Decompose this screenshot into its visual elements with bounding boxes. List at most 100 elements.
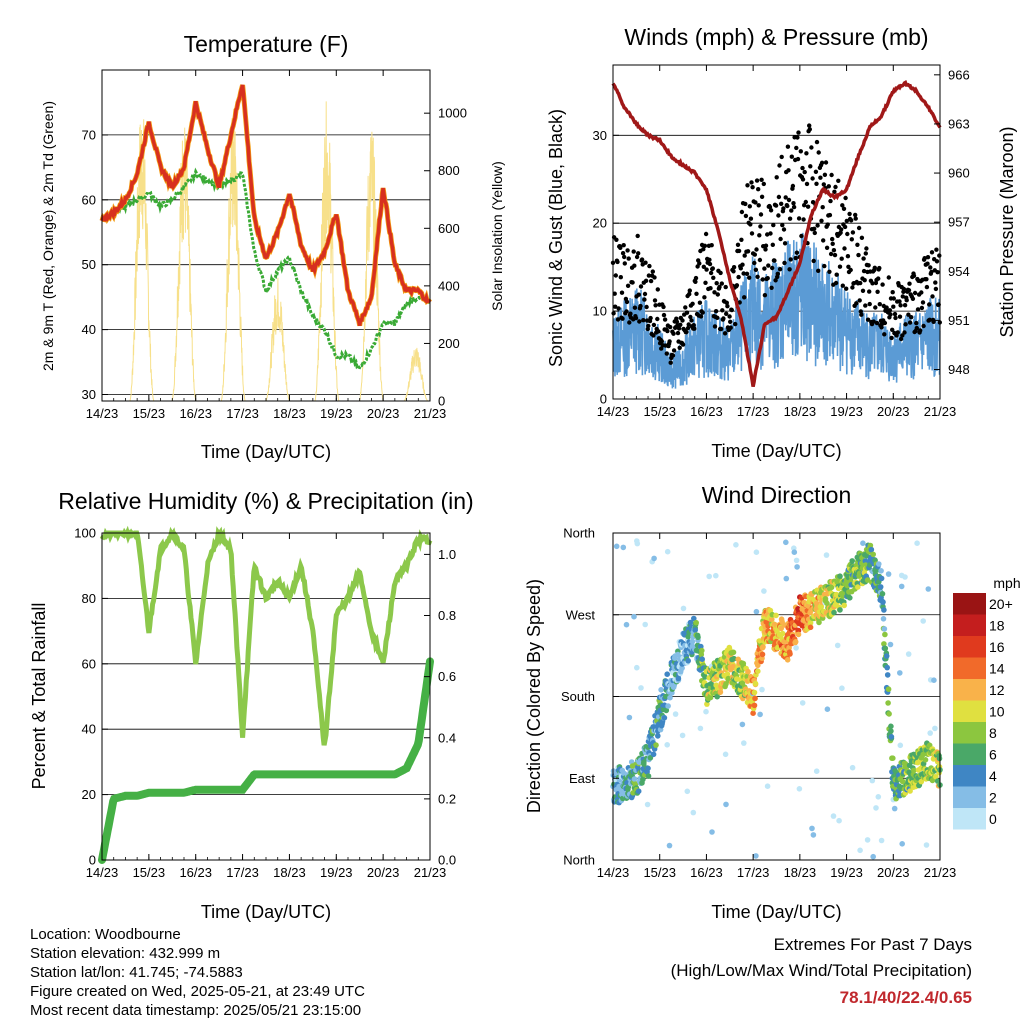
direction-point xyxy=(692,627,698,633)
direction-point xyxy=(759,686,765,693)
direction-point xyxy=(923,842,930,848)
direction-panel: 14/23 15/23 16/23 17/23 18/23 19/23 20/23 21/23… xyxy=(524,482,1021,922)
direction-point xyxy=(809,825,815,832)
temperature-xtick-label: 14/23 xyxy=(86,406,119,421)
direction-point xyxy=(755,662,761,669)
direction-xtick-label: 19/23 xyxy=(830,865,863,880)
direction-point xyxy=(816,619,822,626)
direction-point xyxy=(795,631,802,638)
gust-point xyxy=(890,290,895,295)
direction-point xyxy=(753,853,759,859)
gust-point xyxy=(853,216,858,221)
gust-point xyxy=(893,315,898,321)
gust-point xyxy=(724,300,729,305)
gust-point xyxy=(737,300,742,305)
direction-point xyxy=(869,777,876,784)
gust-point xyxy=(762,293,768,298)
gust-point xyxy=(670,353,676,358)
gust-point xyxy=(906,288,912,293)
direction-point xyxy=(653,742,659,748)
gust-point xyxy=(859,235,865,240)
gust-point xyxy=(743,213,749,219)
gust-point xyxy=(856,225,862,231)
direction-point xyxy=(927,730,933,736)
gust-point xyxy=(733,321,738,327)
gust-point xyxy=(745,249,751,254)
gust-point xyxy=(754,178,760,183)
gust-point xyxy=(915,307,921,312)
direction-point xyxy=(849,764,856,771)
gust-point xyxy=(875,289,880,294)
winds-y2tick-label: 948 xyxy=(948,362,970,377)
gust-point xyxy=(918,328,923,333)
gust-point xyxy=(729,307,734,313)
rh-xtick-label: 16/23 xyxy=(179,865,212,880)
gust-point xyxy=(773,278,778,283)
gust-point xyxy=(702,243,708,248)
winds-y2tick-label: 966 xyxy=(948,67,970,82)
gust-point xyxy=(804,151,809,156)
direction-point xyxy=(741,740,747,746)
gust-point xyxy=(865,317,871,322)
gust-point xyxy=(655,287,660,292)
gust-point xyxy=(879,325,884,330)
gust-point xyxy=(830,241,835,246)
gust-point xyxy=(844,286,849,291)
direction-point xyxy=(783,539,789,546)
direction-point xyxy=(891,805,898,812)
gust-point xyxy=(877,302,882,307)
gust-point xyxy=(742,295,747,300)
gust-point xyxy=(750,185,755,190)
temperature-y2tick-label: 600 xyxy=(438,221,460,236)
gust-point xyxy=(787,267,792,272)
direction-ytick-label: South xyxy=(561,689,595,704)
gust-point xyxy=(787,216,793,221)
temperature-xtick-label: 20/23 xyxy=(367,406,400,421)
direction-point xyxy=(691,615,697,622)
rh-xtick-label: 18/23 xyxy=(273,865,306,880)
gust-point xyxy=(829,172,834,178)
rh-xtick-label: 21/23 xyxy=(414,865,447,880)
gust-point xyxy=(867,289,872,294)
gust-point xyxy=(902,303,908,308)
rh-ytick-label: 80 xyxy=(82,591,96,606)
direction-point xyxy=(779,630,786,637)
gust-point xyxy=(867,301,872,307)
gust-point xyxy=(772,258,777,263)
gust-point xyxy=(684,310,690,315)
gust-point xyxy=(922,256,927,261)
direction-point xyxy=(857,847,863,854)
gust-point xyxy=(769,285,774,290)
direction-point xyxy=(849,558,855,564)
gust-point xyxy=(849,237,854,242)
direction-point xyxy=(784,657,791,663)
gust-point xyxy=(758,224,763,229)
winds-y2tick-label: 957 xyxy=(948,215,970,230)
direction-point xyxy=(879,591,886,597)
gust-point xyxy=(789,154,794,159)
direction-point xyxy=(769,616,775,623)
gust-point xyxy=(754,247,759,252)
winds-title: Winds (mph) & Pressure (mb) xyxy=(624,24,928,50)
gust-point xyxy=(783,195,788,200)
gust-point xyxy=(839,256,844,261)
rh-xlabel: Time (Day/UTC) xyxy=(201,902,331,922)
gust-point xyxy=(833,280,839,286)
gust-point xyxy=(752,260,757,266)
direction-point xyxy=(757,711,763,718)
direction-point xyxy=(877,584,884,590)
colorbar-label: 2 xyxy=(989,789,997,805)
direction-point xyxy=(922,757,929,763)
gust-point xyxy=(671,331,676,336)
gust-point xyxy=(819,218,824,223)
gust-point xyxy=(827,212,833,218)
gust-point xyxy=(828,198,833,204)
gust-point xyxy=(766,263,771,268)
gust-point xyxy=(850,230,856,235)
gust-point xyxy=(823,160,829,165)
winds-xtick-label: 19/23 xyxy=(830,404,863,419)
direction-point xyxy=(695,634,701,641)
gust-point xyxy=(814,181,819,186)
rh-ylabel: Percent & Total Rainfall xyxy=(29,603,49,790)
rh-y2tick-label: 0.4 xyxy=(438,730,456,745)
